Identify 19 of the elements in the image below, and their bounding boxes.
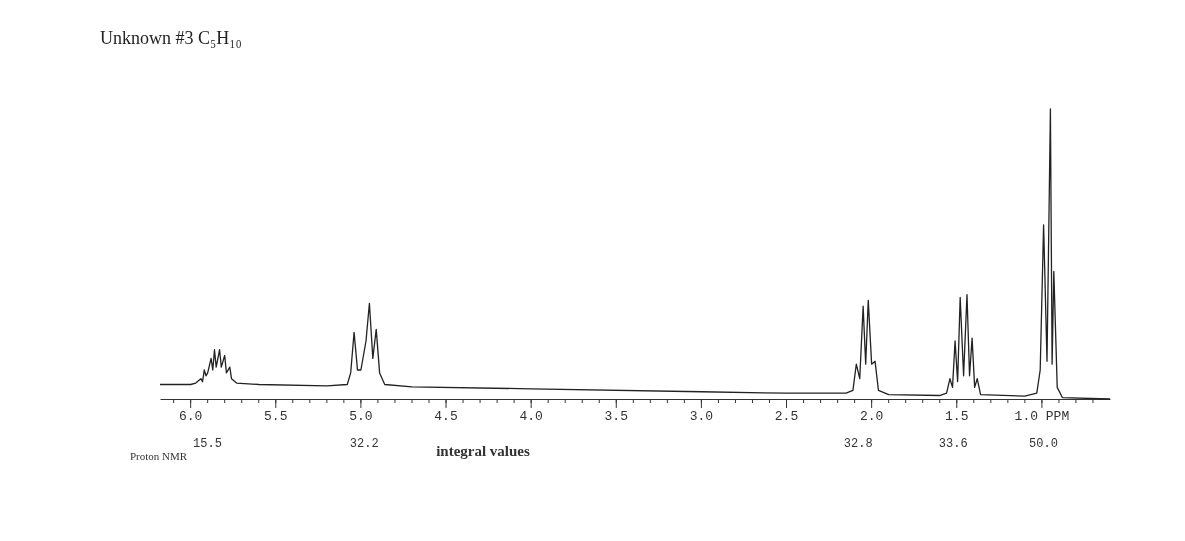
x-tick-label: 1.0 PPM	[1014, 409, 1070, 424]
x-tick-label: 6.0	[178, 409, 203, 424]
x-tick-label: 3.0	[689, 409, 714, 424]
x-tick-label: 5.5	[264, 409, 288, 424]
text: 50.0	[1029, 437, 1058, 451]
x-tick-label: 1.5	[945, 409, 969, 424]
text: 32.2	[349, 437, 379, 451]
x-tick-label: 4.0	[519, 409, 543, 424]
text: Proton NMR	[130, 450, 188, 462]
x-tick-label: 2.5	[774, 409, 799, 424]
chart-title: Unknown #3 C₅H₁₀	[100, 28, 242, 49]
text: 33.6	[938, 437, 968, 451]
text: 32.8	[843, 437, 873, 451]
x-tick-label: 4.5	[434, 409, 458, 424]
text: 15.5	[193, 437, 222, 451]
x-tick-label: 2.0	[859, 409, 884, 424]
x-tick-label: 3.5	[604, 409, 628, 424]
text: integral values	[436, 443, 531, 459]
x-tick-label: 5.0	[349, 409, 373, 424]
